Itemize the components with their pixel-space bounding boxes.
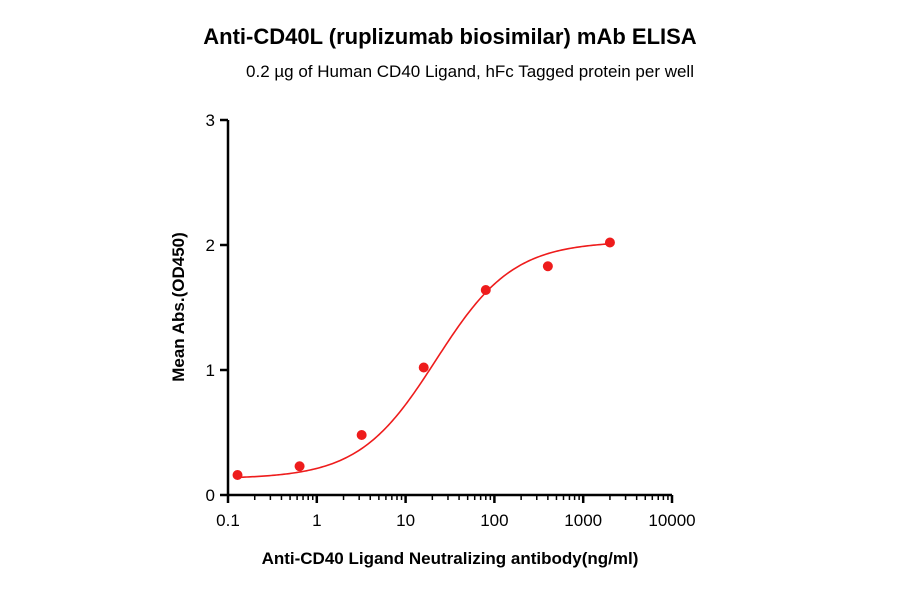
data-point (356, 430, 367, 440)
x-tick-label: 100 (480, 511, 508, 530)
y-tick-label: 2 (206, 236, 215, 255)
y-axis-title: Mean Abs.(OD450) (169, 232, 188, 382)
y-tick-label: 3 (206, 111, 215, 130)
data-point (480, 285, 491, 295)
axes (226, 120, 672, 497)
x-tick-label: 10000 (648, 511, 695, 530)
data-point (542, 261, 553, 272)
chart-subtitle: 0.2 µg of Human CD40 Ligand, hFc Tagged … (246, 62, 694, 81)
data-points (232, 237, 615, 480)
fit-curve (237, 243, 610, 479)
x-axis-ticks: 0.1 1 10 100 1000 10000 (216, 495, 696, 530)
x-tick-label: 10 (396, 511, 415, 530)
fit-curves (237, 243, 610, 479)
x-tick-label: 1000 (564, 511, 602, 530)
data-point (232, 470, 243, 480)
x-axis-title: Anti-CD40 Ligand Neutralizing antibody(n… (262, 549, 639, 568)
x-tick-label: 1 (312, 511, 321, 530)
data-point (418, 362, 429, 373)
chart-title: Anti-CD40L (ruplizumab biosimilar) mAb E… (203, 24, 697, 49)
x-tick-label: 0.1 (216, 511, 240, 530)
y-tick-label: 0 (206, 486, 215, 505)
data-point (294, 461, 305, 472)
data-point (604, 237, 615, 248)
y-axis-ticks: 0 1 2 3 (206, 111, 228, 505)
y-tick-label: 1 (206, 361, 215, 380)
